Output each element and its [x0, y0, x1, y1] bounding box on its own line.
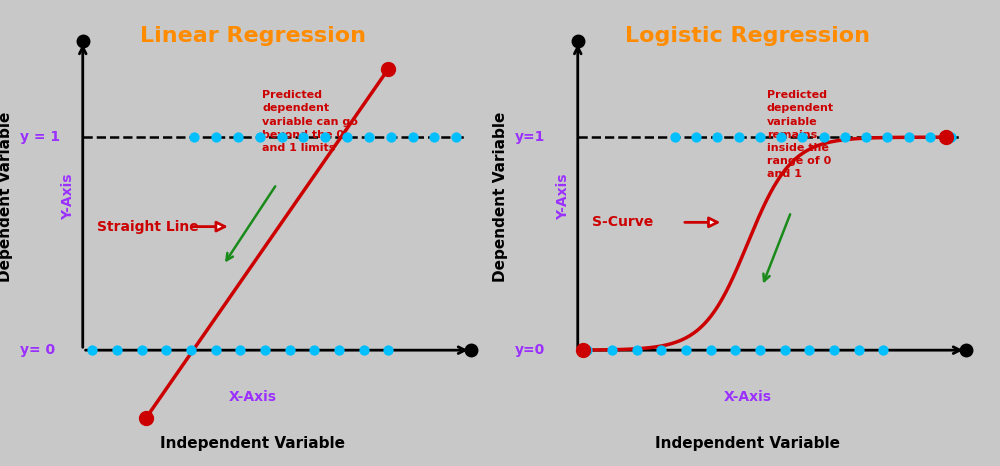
Point — [875, 346, 891, 354]
Point — [629, 346, 645, 354]
Text: Predicted
dependent
variable can go
beyond the 0
and 1 limits: Predicted dependent variable can go beyo… — [262, 90, 358, 153]
Text: X-Axis: X-Axis — [228, 390, 276, 404]
Point — [773, 133, 789, 141]
Point — [405, 133, 421, 141]
Text: X-Axis: X-Axis — [724, 390, 772, 404]
Point — [752, 346, 768, 354]
Text: Straight Line: Straight Line — [97, 219, 199, 233]
Point — [731, 133, 747, 141]
Point — [703, 346, 719, 354]
Point — [922, 133, 938, 141]
Point — [361, 133, 377, 141]
Point — [183, 346, 199, 354]
Point — [653, 346, 669, 354]
Text: y= 0: y= 0 — [20, 343, 55, 357]
Text: Y-Axis: Y-Axis — [61, 173, 75, 220]
Point — [604, 346, 620, 354]
Point — [448, 133, 464, 141]
Point — [134, 346, 150, 354]
Point — [257, 346, 273, 354]
Point — [901, 133, 917, 141]
Point — [232, 346, 248, 354]
Point — [851, 346, 867, 354]
Text: Logistic Regression: Logistic Regression — [625, 27, 870, 46]
Point — [186, 133, 202, 141]
Point — [794, 133, 810, 141]
Point — [826, 346, 842, 354]
Point — [158, 346, 174, 354]
Point — [667, 133, 683, 141]
Point — [678, 346, 694, 354]
Point — [317, 133, 333, 141]
Point — [816, 133, 832, 141]
Text: Dependent Variable: Dependent Variable — [0, 111, 13, 282]
Text: y=0: y=0 — [515, 343, 545, 357]
Text: y=1: y=1 — [515, 130, 545, 144]
Text: Independent Variable: Independent Variable — [655, 436, 840, 452]
Point — [84, 346, 100, 354]
Text: Dependent Variable: Dependent Variable — [493, 111, 508, 282]
Point — [306, 346, 322, 354]
Point — [295, 133, 311, 141]
Text: Predicted
dependent
variable
remains
inside the
range of 0
and 1: Predicted dependent variable remains ins… — [767, 90, 834, 179]
Text: y = 1: y = 1 — [20, 130, 60, 144]
Point — [837, 133, 853, 141]
Point — [230, 133, 246, 141]
Point — [339, 133, 355, 141]
Point — [383, 133, 399, 141]
Point — [109, 346, 125, 354]
Text: Linear Regression: Linear Regression — [140, 27, 366, 46]
Point — [879, 133, 895, 141]
Text: Y-Axis: Y-Axis — [556, 173, 570, 220]
Point — [252, 133, 268, 141]
Point — [208, 346, 224, 354]
Point — [688, 133, 704, 141]
Text: S-Curve: S-Curve — [592, 215, 654, 229]
Point — [709, 133, 725, 141]
Point — [858, 133, 874, 141]
Point — [777, 346, 793, 354]
Point — [282, 346, 298, 354]
Point — [208, 133, 224, 141]
Point — [943, 133, 959, 141]
Point — [579, 346, 595, 354]
Point — [727, 346, 743, 354]
Point — [274, 133, 290, 141]
Point — [356, 346, 372, 354]
Point — [801, 346, 817, 354]
Point — [426, 133, 442, 141]
Point — [331, 346, 347, 354]
Point — [752, 133, 768, 141]
Text: Independent Variable: Independent Variable — [160, 436, 345, 452]
Point — [380, 346, 396, 354]
